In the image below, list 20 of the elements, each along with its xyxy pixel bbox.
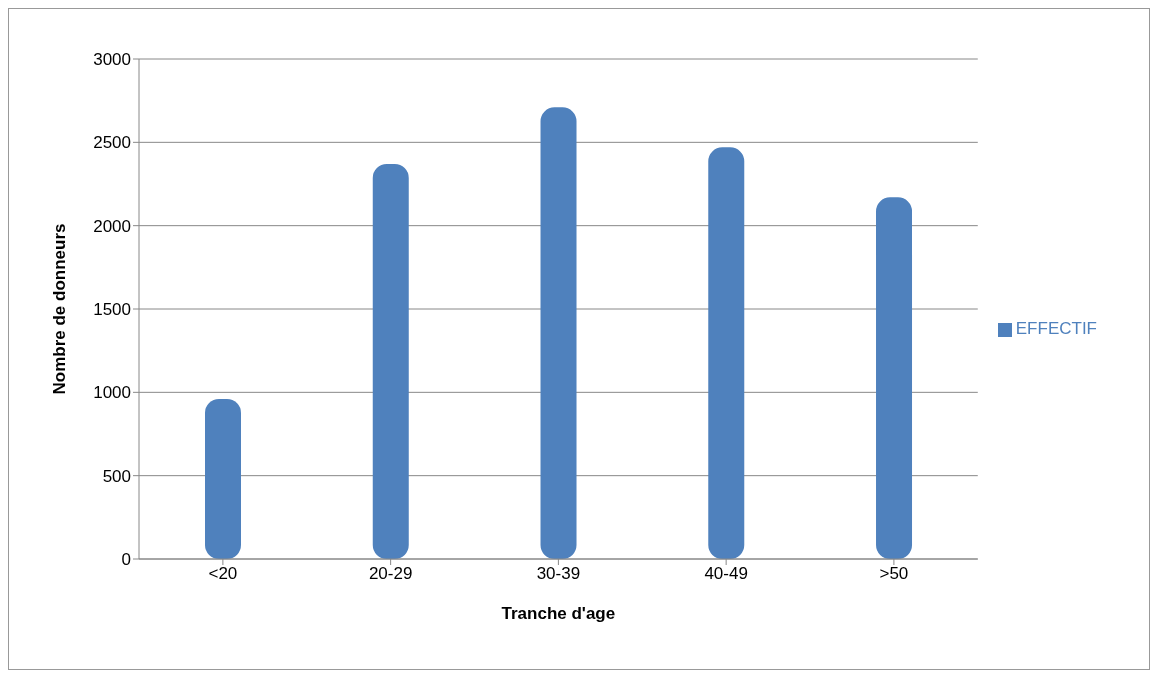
y-tick-label: 0 <box>121 550 131 570</box>
x-tick-label: 40-49 <box>704 564 748 584</box>
y-tick-label: 2500 <box>93 133 131 153</box>
bar <box>372 164 409 559</box>
legend-label: EFFECTIF <box>1015 319 1097 338</box>
bar <box>540 107 577 559</box>
bar <box>876 197 913 559</box>
y-axis-title: Nombre de donneurs <box>50 223 70 395</box>
y-tick-label: 2000 <box>93 216 131 236</box>
bar <box>708 147 745 559</box>
y-tick-label: 1000 <box>93 383 131 403</box>
y-tick-label: 1500 <box>93 300 131 320</box>
x-axis-title: Tranche d'age <box>501 604 616 623</box>
x-tick-label: >50 <box>879 564 909 584</box>
y-tick-label: 3000 <box>93 50 131 70</box>
x-tick-label: 30-39 <box>536 564 581 584</box>
y-tick-label: 500 <box>102 466 131 486</box>
x-tick-label: 20-29 <box>368 564 413 584</box>
bar <box>205 399 241 559</box>
x-tick-label: <20 <box>208 564 238 584</box>
